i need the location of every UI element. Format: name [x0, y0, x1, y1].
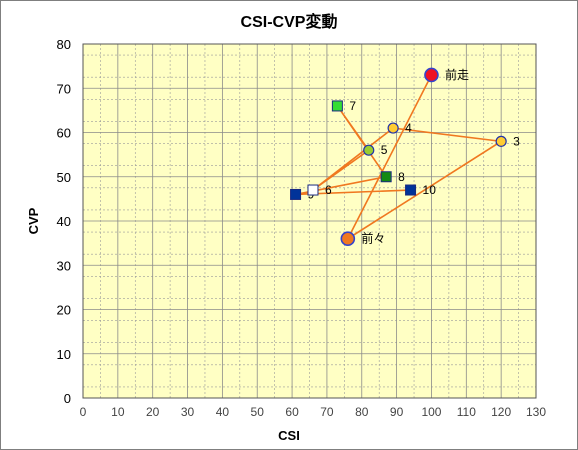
x-tick-label: 60 — [285, 405, 299, 419]
y-tick-label: 60 — [57, 126, 71, 141]
x-tick-label: 120 — [491, 405, 511, 419]
point-label: 3 — [513, 134, 520, 148]
y-tick-label: 40 — [57, 214, 71, 229]
x-tick-label: 30 — [181, 405, 195, 419]
y-tick-label: 30 — [57, 258, 71, 273]
y-tick-label: 0 — [64, 391, 71, 406]
chart-title: CSI-CVP変動 — [241, 12, 338, 31]
x-tick-label: 110 — [457, 405, 476, 419]
point-marker — [290, 188, 302, 200]
point-label: 8 — [398, 170, 405, 184]
series-path — [295, 74, 504, 241]
point-marker — [387, 122, 399, 134]
x-tick-label: 0 — [80, 405, 87, 419]
x-tick-label: 80 — [355, 405, 369, 419]
x-tick-label: 130 — [526, 405, 546, 419]
point-label: 前走 — [445, 67, 469, 82]
x-tick-label: 70 — [320, 405, 334, 419]
point-label: 前々 — [361, 231, 385, 246]
x-tick-label: 100 — [421, 405, 441, 419]
y-tick-label: 80 — [57, 37, 71, 52]
y-axis-label: CVP — [26, 207, 41, 234]
point-label: 7 — [349, 99, 356, 113]
point-marker — [363, 144, 375, 156]
point-marker — [331, 100, 343, 112]
point-marker — [380, 171, 392, 183]
plot-area: 0 10 20 30 40 50 60 70 80 90 100 110 120 130 0 10 20 30 40… — [57, 37, 547, 419]
y-tick-label: 20 — [57, 303, 71, 318]
point-label: 6 — [325, 183, 332, 197]
point-label: 4 — [405, 121, 412, 135]
x-tick-label: 50 — [251, 405, 265, 419]
point-marker — [405, 184, 417, 196]
point-label: 5 — [381, 143, 388, 157]
point-label: 10 — [423, 183, 437, 197]
plot-border — [82, 43, 537, 399]
y-tick-label: 70 — [57, 81, 71, 96]
point-marker — [495, 135, 507, 147]
x-tick-label: 10 — [111, 405, 125, 419]
y-tick-label: 50 — [57, 170, 71, 185]
x-axis-label: CSI — [278, 428, 300, 443]
point-marker — [340, 231, 356, 246]
x-tick-label: 40 — [216, 405, 230, 419]
point-marker — [307, 184, 319, 196]
point-marker — [424, 67, 439, 83]
y-tick-label: 10 — [57, 347, 71, 362]
x-tick-label: 20 — [146, 405, 160, 419]
x-tick-label: 90 — [390, 405, 404, 419]
